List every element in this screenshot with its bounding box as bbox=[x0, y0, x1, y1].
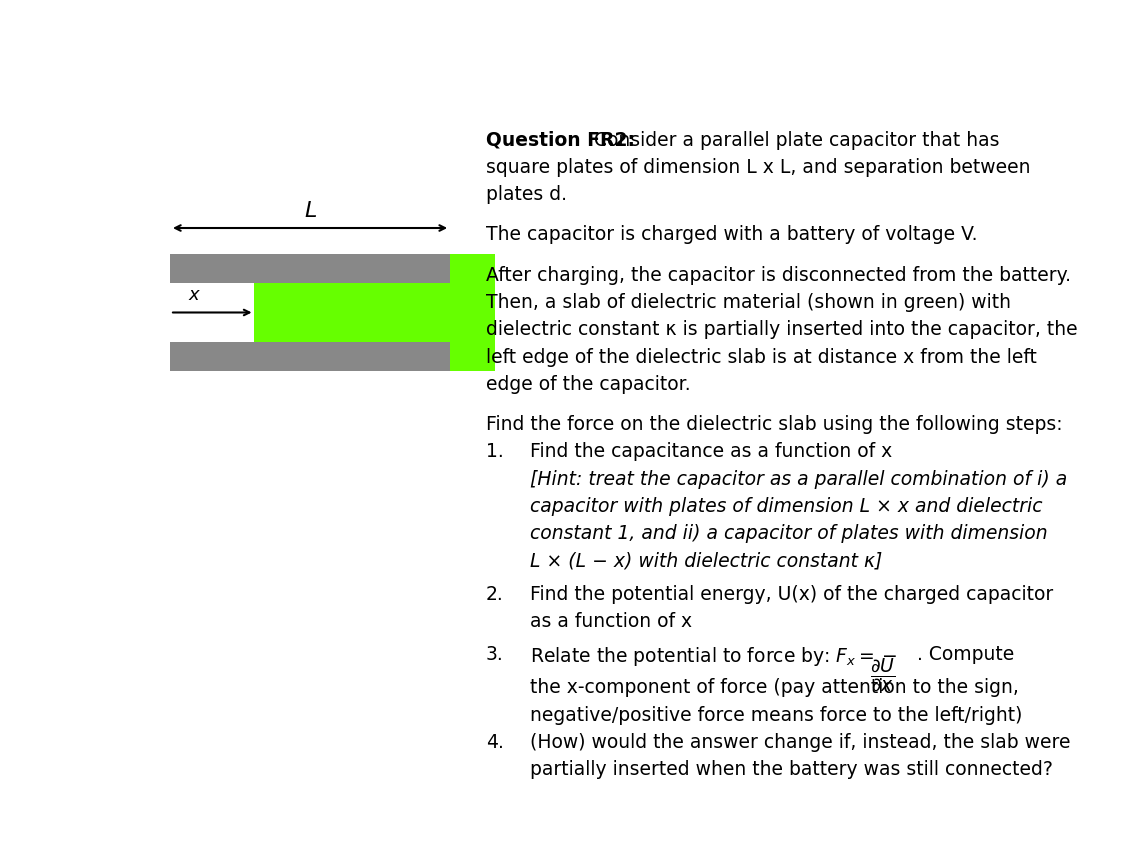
Text: L × (L − x) with dielectric constant κ]: L × (L − x) with dielectric constant κ] bbox=[530, 552, 882, 571]
Text: 4.: 4. bbox=[485, 733, 504, 752]
Text: dielectric constant κ is partially inserted into the capacitor, the: dielectric constant κ is partially inser… bbox=[485, 320, 1077, 339]
Text: Question FR2:: Question FR2: bbox=[485, 131, 634, 149]
Text: $L$: $L$ bbox=[304, 199, 317, 221]
Text: Consider a parallel plate capacitor that has: Consider a parallel plate capacitor that… bbox=[587, 131, 999, 149]
Text: constant 1, and ii) a capacitor of plates with dimension: constant 1, and ii) a capacitor of plate… bbox=[530, 524, 1047, 544]
Text: the x-component of force (pay attention to the sign,: the x-component of force (pay attention … bbox=[530, 679, 1019, 697]
Text: $\dfrac{\partial U}{\partial x}$: $\dfrac{\partial U}{\partial x}$ bbox=[869, 657, 895, 694]
Text: 1.: 1. bbox=[485, 442, 504, 462]
Text: Relate the potential to force by: $F_x = -$: Relate the potential to force by: $F_x =… bbox=[530, 645, 897, 668]
Text: Find the force on the dielectric slab using the following steps:: Find the force on the dielectric slab us… bbox=[485, 415, 1062, 434]
Text: 3.: 3. bbox=[485, 645, 504, 664]
Text: partially inserted when the battery was still connected?: partially inserted when the battery was … bbox=[530, 760, 1053, 779]
Text: Then, a slab of dielectric material (shown in green) with: Then, a slab of dielectric material (sho… bbox=[485, 293, 1011, 312]
Bar bbox=[170, 254, 450, 284]
Text: (How) would the answer change if, instead, the slab were: (How) would the answer change if, instea… bbox=[530, 733, 1070, 752]
Text: [Hint: treat the capacitor as a parallel combination of i) a: [Hint: treat the capacitor as a parallel… bbox=[530, 470, 1068, 489]
Text: After charging, the capacitor is disconnected from the battery.: After charging, the capacitor is disconn… bbox=[485, 266, 1070, 284]
Text: edge of the capacitor.: edge of the capacitor. bbox=[485, 375, 690, 394]
Text: square plates of dimension L x L, and separation between: square plates of dimension L x L, and se… bbox=[485, 158, 1030, 177]
Text: The capacitor is charged with a battery of voltage V.: The capacitor is charged with a battery … bbox=[485, 225, 977, 245]
Text: negative/positive force means force to the left/right): negative/positive force means force to t… bbox=[530, 706, 1022, 725]
Text: Find the potential energy, U(x) of the charged capacitor: Find the potential energy, U(x) of the c… bbox=[530, 585, 1053, 603]
Text: Find the capacitance as a function of x: Find the capacitance as a function of x bbox=[530, 442, 892, 462]
Text: 2.: 2. bbox=[485, 585, 504, 603]
Text: . Compute: . Compute bbox=[916, 645, 1014, 664]
Bar bbox=[170, 342, 450, 371]
Text: left edge of the dielectric slab is at distance x from the left: left edge of the dielectric slab is at d… bbox=[485, 348, 1037, 366]
Text: plates d.: plates d. bbox=[485, 185, 567, 204]
Bar bbox=[255, 254, 494, 371]
Text: capacitor with plates of dimension L × x and dielectric: capacitor with plates of dimension L × x… bbox=[530, 497, 1043, 516]
Text: as a function of x: as a function of x bbox=[530, 612, 692, 631]
Text: $x$: $x$ bbox=[188, 286, 202, 304]
